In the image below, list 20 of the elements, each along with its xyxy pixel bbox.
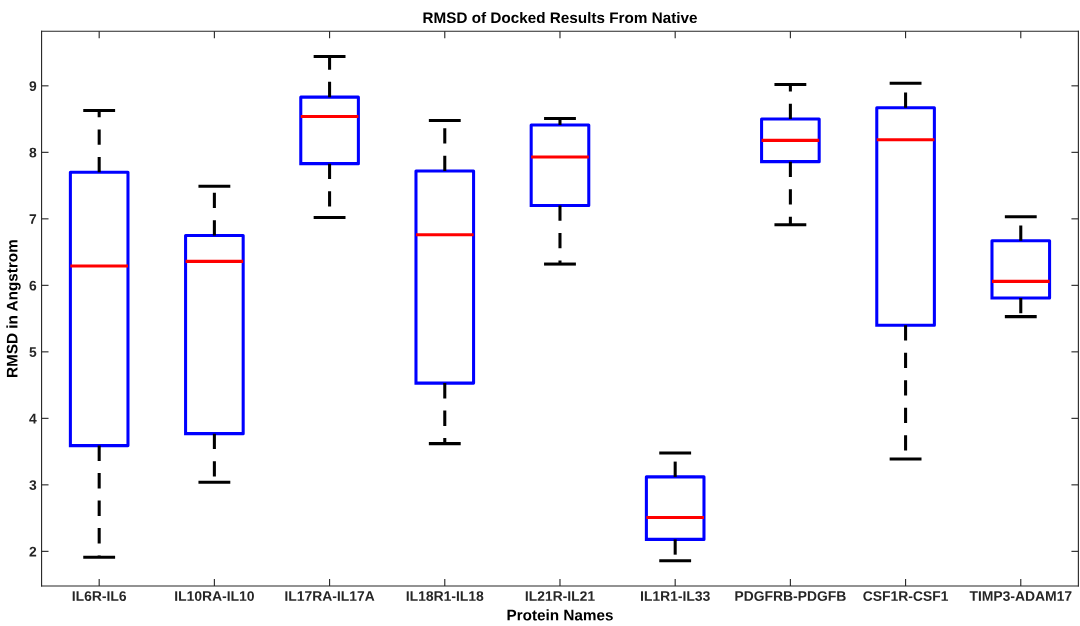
x-tick-label: IL1R1-IL33 [640, 591, 710, 602]
y-tick-label: 4 [29, 413, 37, 424]
y-tick-label: 5 [29, 347, 37, 358]
x-tick-label: IL21R-IL21 [525, 591, 595, 601]
x-tick-label: IL18R1-IL18 [406, 591, 484, 601]
x-tick-label: IL6R-IL6 [72, 591, 127, 601]
y-tick-label: 6 [29, 280, 37, 291]
x-axis-title: Protein Names [507, 609, 613, 621]
x-tick-label: CSF1R-CSF1 [863, 591, 949, 601]
y-axis-title: RMSD in Angstrom [6, 240, 21, 377]
y-tick-label: 2 [29, 546, 37, 557]
x-tick-label: TIMP3-ADAM17 [969, 591, 1072, 602]
y-tick-label: 3 [29, 480, 37, 491]
y-tick-label: 8 [29, 147, 37, 158]
chart-title: RMSD of Docked Results From Native [423, 11, 697, 24]
y-tick-label: 9 [29, 81, 37, 91]
y-tick-label: 7 [29, 214, 37, 224]
x-tick-label: IL17RA-IL17A [285, 591, 375, 601]
x-tick-label: PDGFRB-PDGFB [735, 591, 846, 601]
x-tick-label: IL10RA-IL10 [175, 591, 254, 601]
